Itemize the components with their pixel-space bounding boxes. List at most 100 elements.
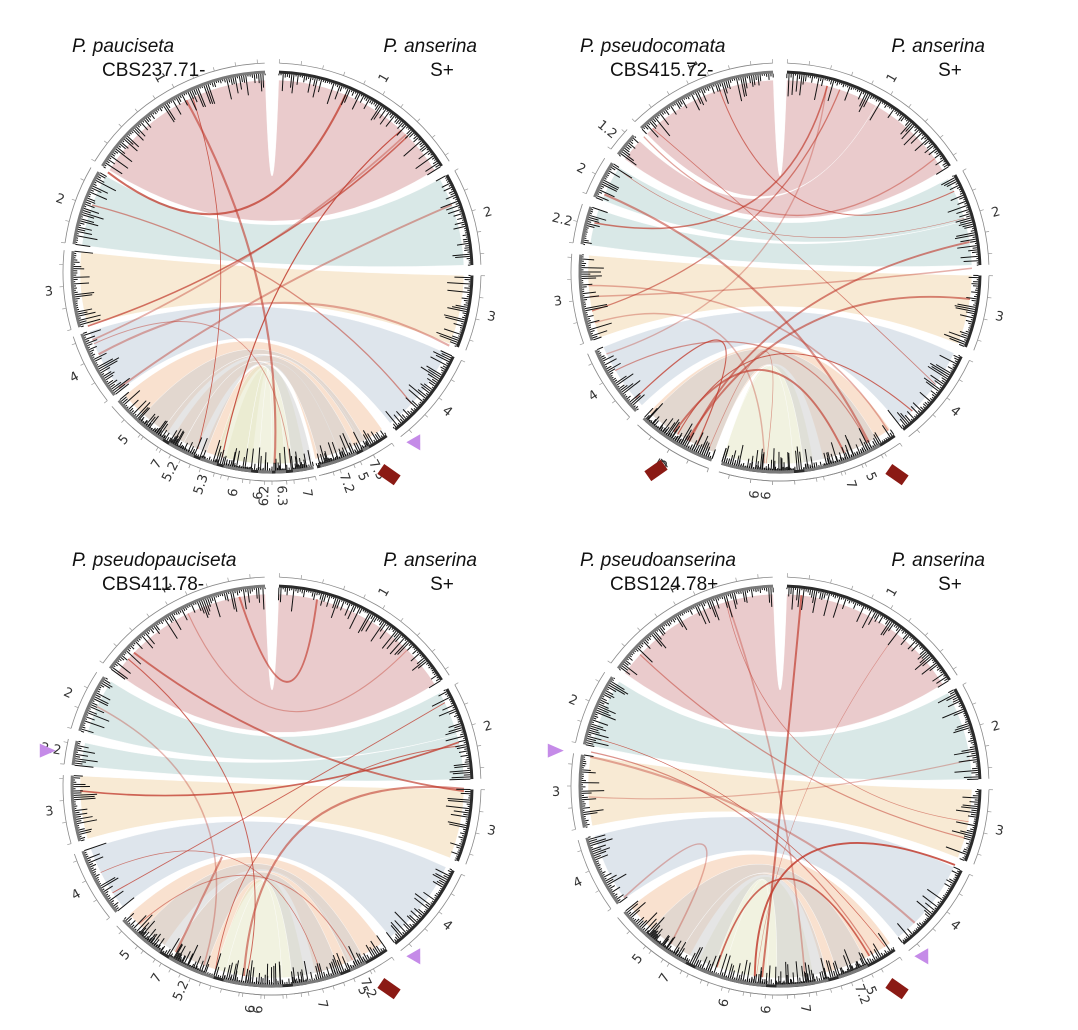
density-spike (244, 448, 249, 469)
purple-triangle-right (406, 948, 421, 965)
density-spike (457, 217, 464, 221)
density-spike (921, 652, 928, 659)
scale-tick (373, 454, 376, 459)
density-spike (628, 399, 631, 401)
density-spike (625, 146, 630, 150)
density-spike (823, 967, 828, 980)
density-spike (871, 958, 874, 962)
density-spike (81, 730, 85, 733)
density-spike (617, 899, 621, 902)
density-spike (150, 427, 153, 430)
density-spike (917, 410, 921, 413)
density-spike (896, 411, 908, 425)
density-spike (111, 153, 116, 157)
density-spike (955, 307, 975, 313)
density-spike (427, 373, 439, 382)
density-spike (336, 952, 345, 972)
density-spike (675, 949, 680, 956)
density-spike (949, 883, 953, 886)
purple-triangle-left (547, 743, 564, 758)
density-spike (655, 425, 657, 427)
density-spike (428, 368, 441, 378)
link-line (91, 204, 413, 405)
density-spike (630, 909, 641, 918)
density-spike (842, 970, 845, 974)
density-spike (628, 142, 636, 149)
density-spike (636, 916, 645, 925)
density-spike (423, 891, 435, 901)
density-spike (83, 207, 100, 214)
right-chromosome-outer-3 (973, 275, 990, 351)
density-spike (594, 713, 598, 716)
scale-tick (137, 434, 141, 438)
density-spike (194, 956, 202, 970)
left-strain-name: CBS411.78- (102, 574, 204, 595)
right-species-name: P. anserina (383, 36, 477, 57)
density-spike (954, 725, 970, 731)
scale-tick (118, 123, 122, 128)
density-spike (420, 656, 423, 658)
scale-tick (890, 605, 894, 609)
density-spike (609, 371, 614, 375)
density-spike (415, 155, 434, 170)
density-spike (904, 120, 910, 126)
scale-tick (679, 970, 683, 975)
density-spike (196, 967, 199, 971)
density-spike (104, 679, 111, 684)
density-spike (852, 601, 855, 605)
density-spike (581, 258, 595, 261)
density-spike (597, 707, 609, 714)
density-spike (946, 695, 957, 702)
density-spike (348, 445, 353, 454)
density-spike (435, 678, 440, 682)
density-spike (455, 198, 457, 201)
density-spike (652, 416, 660, 425)
density-spike (408, 384, 426, 399)
density-spike (241, 967, 245, 983)
left-chromosome-label: 2 (54, 191, 67, 208)
density-spike (438, 889, 441, 892)
scale-tick (953, 152, 957, 156)
density-spike (422, 398, 425, 401)
scale-tick (343, 982, 346, 987)
density-spike (112, 902, 114, 905)
density-spike (406, 129, 412, 135)
scale-tick (461, 360, 466, 363)
left-chromosome-2 (593, 162, 614, 198)
density-spike (85, 853, 88, 856)
density-spike (168, 102, 171, 104)
density-spike (919, 646, 923, 650)
density-spike (683, 98, 686, 100)
density-spike (329, 457, 332, 462)
density-spike (216, 459, 219, 463)
density-spike (443, 689, 446, 692)
density-spike (183, 608, 186, 612)
density-spike (663, 110, 666, 114)
density-spike (915, 928, 918, 930)
link-line (673, 368, 846, 454)
density-spike (629, 393, 641, 403)
density-spike (146, 928, 157, 941)
density-spike (440, 366, 446, 370)
density-spike (205, 963, 210, 974)
scale-tick (80, 178, 85, 181)
density-spike (953, 727, 970, 734)
density-spike (799, 977, 801, 984)
density-spike (410, 410, 413, 413)
scale-tick (445, 152, 449, 156)
density-spike (929, 397, 933, 401)
density-spike (453, 763, 470, 767)
density-spike (244, 974, 247, 983)
density-spike (936, 666, 939, 669)
density-spike (588, 733, 592, 736)
link-line (112, 702, 446, 894)
density-spike (110, 155, 129, 169)
density-spike (450, 842, 462, 847)
density-spike (653, 423, 656, 426)
density-spike (719, 596, 721, 599)
density-spike (418, 403, 420, 406)
density-spike (949, 878, 955, 882)
scale-tick (445, 666, 449, 670)
density-spike (887, 436, 889, 439)
density-spike (221, 967, 226, 979)
